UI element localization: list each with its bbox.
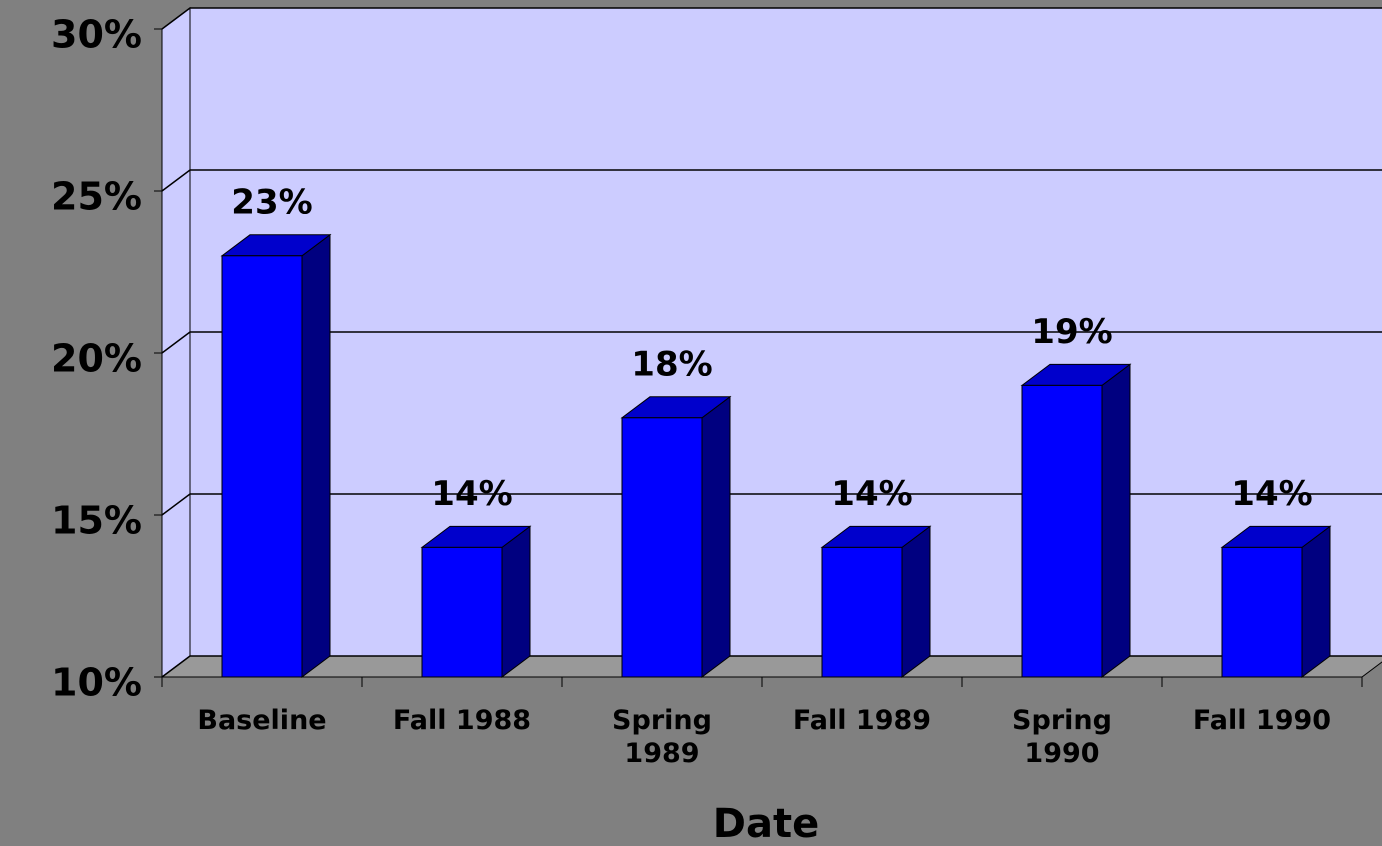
x-tick-label: Spring 1990 <box>1012 705 1112 769</box>
floor <box>160 655 1382 678</box>
bar <box>1221 546 1303 678</box>
y-tick-label: 20% <box>51 337 142 381</box>
grid-line <box>161 493 1382 516</box>
data-label: 18% <box>631 344 712 384</box>
data-label: 14% <box>831 474 912 514</box>
x-tick-label: Fall 1988 <box>392 705 532 736</box>
bar-side <box>501 525 531 678</box>
bar-side <box>901 525 931 678</box>
bar <box>421 546 503 678</box>
data-label: 14% <box>431 474 512 514</box>
data-label: 19% <box>1031 312 1112 352</box>
x-tick-label: Fall 1989 <box>792 705 932 736</box>
x-axis-title: Date <box>713 801 819 846</box>
bar <box>821 546 903 678</box>
data-label: 14% <box>1231 474 1312 514</box>
grid-line <box>161 655 1382 678</box>
bar <box>221 255 303 678</box>
x-tick-label: Spring 1989 <box>612 705 712 769</box>
bar-side <box>701 395 731 678</box>
grid-line <box>161 169 1382 192</box>
y-tick-label: 10% <box>51 661 142 705</box>
x-tick-label: Baseline <box>197 705 327 736</box>
y-tick-label: 15% <box>51 499 142 543</box>
bar-side <box>1301 525 1331 678</box>
bar-side <box>1101 363 1131 678</box>
grid-line <box>161 7 1382 30</box>
data-label: 23% <box>231 182 312 222</box>
y-tick-label: 30% <box>51 13 142 57</box>
bar <box>621 417 703 678</box>
bar <box>1021 384 1103 678</box>
x-tick-label: Fall 1990 <box>1192 705 1332 736</box>
grid-line <box>161 331 1382 354</box>
bar-side <box>301 233 331 678</box>
y-tick-label: 25% <box>51 175 142 219</box>
